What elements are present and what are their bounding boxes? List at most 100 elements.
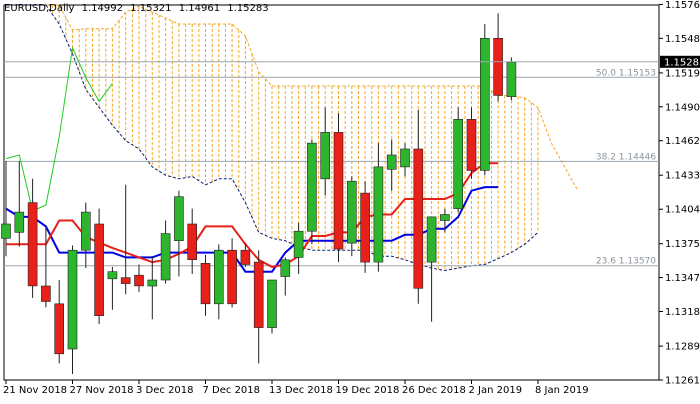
candle-body (426, 216, 437, 263)
candle-body (187, 223, 197, 261)
price-tick-label: 1.15190 (665, 68, 700, 79)
candle (479, 24, 490, 176)
candle (81, 202, 91, 269)
candle (253, 250, 264, 364)
candle-body (54, 303, 65, 355)
candle-body (466, 119, 477, 171)
candle-body (240, 249, 251, 265)
price-tick-label: 1.14905 (665, 102, 700, 113)
current-price-line: 1.15283 (4, 55, 700, 68)
candle (174, 190, 184, 277)
candle-body (400, 148, 410, 168)
candle (280, 257, 291, 296)
candle-body (333, 132, 344, 250)
candle-body (373, 166, 384, 263)
candle-body (320, 132, 331, 180)
candle (240, 243, 251, 267)
candle (440, 208, 450, 233)
fib-level-label: 38.2 1.14446 (596, 152, 656, 162)
candles (1, 13, 517, 374)
candle-body (107, 271, 118, 280)
candle-body (386, 154, 397, 170)
candle-body (174, 196, 184, 241)
candle-body (346, 180, 357, 244)
candle (214, 244, 224, 320)
candle-body (120, 277, 131, 284)
candle (134, 264, 144, 292)
price-axis: 1.15765 1.15480 1.15190 1.14905 1.14620 1.143… (659, 0, 700, 387)
candle (147, 256, 158, 320)
time-tick-label: 8 Jan 2019 (535, 385, 589, 396)
candle-body (27, 202, 38, 287)
candle (27, 178, 38, 298)
candle-body (453, 119, 464, 209)
price-tick-label: 1.14620 (665, 136, 700, 147)
candle-body (1, 223, 11, 239)
senkou-span-b-line (6, 4, 539, 272)
candle (67, 245, 78, 374)
candle-body (41, 285, 51, 302)
time-axis: 21 Nov 2018 27 Nov 2018 3 Dec 2018 7 Dec 20… (3, 380, 589, 396)
current-price-label: 1.15283 (664, 57, 700, 68)
fib-level-label: 50.0 1.15153 (596, 68, 656, 78)
candle (41, 226, 51, 308)
time-tick-label: 2 Jan 2019 (469, 385, 523, 396)
price-tick-label: 1.12610 (665, 376, 700, 387)
price-tick-label: 1.15765 (665, 0, 700, 11)
candle (466, 107, 477, 179)
candle (187, 208, 197, 274)
candle-body (506, 61, 517, 97)
chikou-span-line (5, 46, 113, 212)
candle-body (147, 279, 158, 287)
price-tick-label: 1.14045 (665, 205, 700, 216)
candle (54, 280, 65, 364)
candle (107, 266, 118, 310)
price-tick-label: 1.13470 (665, 273, 700, 284)
time-tick-label: 26 Dec 2018 (402, 385, 466, 396)
candle-body (81, 211, 91, 251)
candle-body (413, 148, 424, 289)
candle-body (267, 279, 277, 328)
candle-body (479, 37, 490, 171)
ichimoku-cloud (6, 4, 579, 272)
candle-body (214, 249, 224, 305)
candle (160, 220, 171, 284)
candle-body (493, 37, 503, 96)
plot-frame (3, 4, 660, 381)
time-tick-label: 21 Nov 2018 (3, 385, 67, 396)
candle-body (94, 223, 104, 316)
candle-body (440, 214, 450, 221)
candle-body (280, 259, 291, 277)
candle (333, 113, 344, 263)
candle (200, 255, 211, 316)
time-tick-label: 27 Nov 2018 (70, 385, 134, 396)
price-tick-label: 1.15480 (665, 34, 700, 45)
candle (227, 238, 237, 308)
candle (413, 109, 424, 304)
candle (493, 13, 503, 102)
candle (400, 143, 410, 177)
time-tick-label: 3 Dec 2018 (136, 385, 194, 396)
candle-body (200, 262, 211, 305)
price-tick-label: 1.13755 (665, 239, 700, 250)
price-tick-label: 1.14330 (665, 171, 700, 182)
candle (1, 161, 11, 257)
candle-body (253, 261, 264, 328)
candle (293, 222, 304, 274)
price-tick-label: 1.13185 (665, 307, 700, 318)
current-price-box (660, 55, 700, 68)
candle-body (307, 142, 317, 232)
fibonacci-levels: 23.6 1.13570 38.2 1.14446 50.0 1.15153 (4, 68, 659, 267)
candle-body (67, 249, 78, 350)
candle (453, 107, 464, 213)
candle (267, 279, 277, 334)
candle-body (160, 233, 171, 281)
candle (386, 139, 397, 191)
candle-body (293, 230, 304, 258)
candle (94, 208, 104, 324)
candle (373, 143, 384, 272)
candle-body (360, 192, 370, 263)
candle-body (134, 274, 144, 287)
